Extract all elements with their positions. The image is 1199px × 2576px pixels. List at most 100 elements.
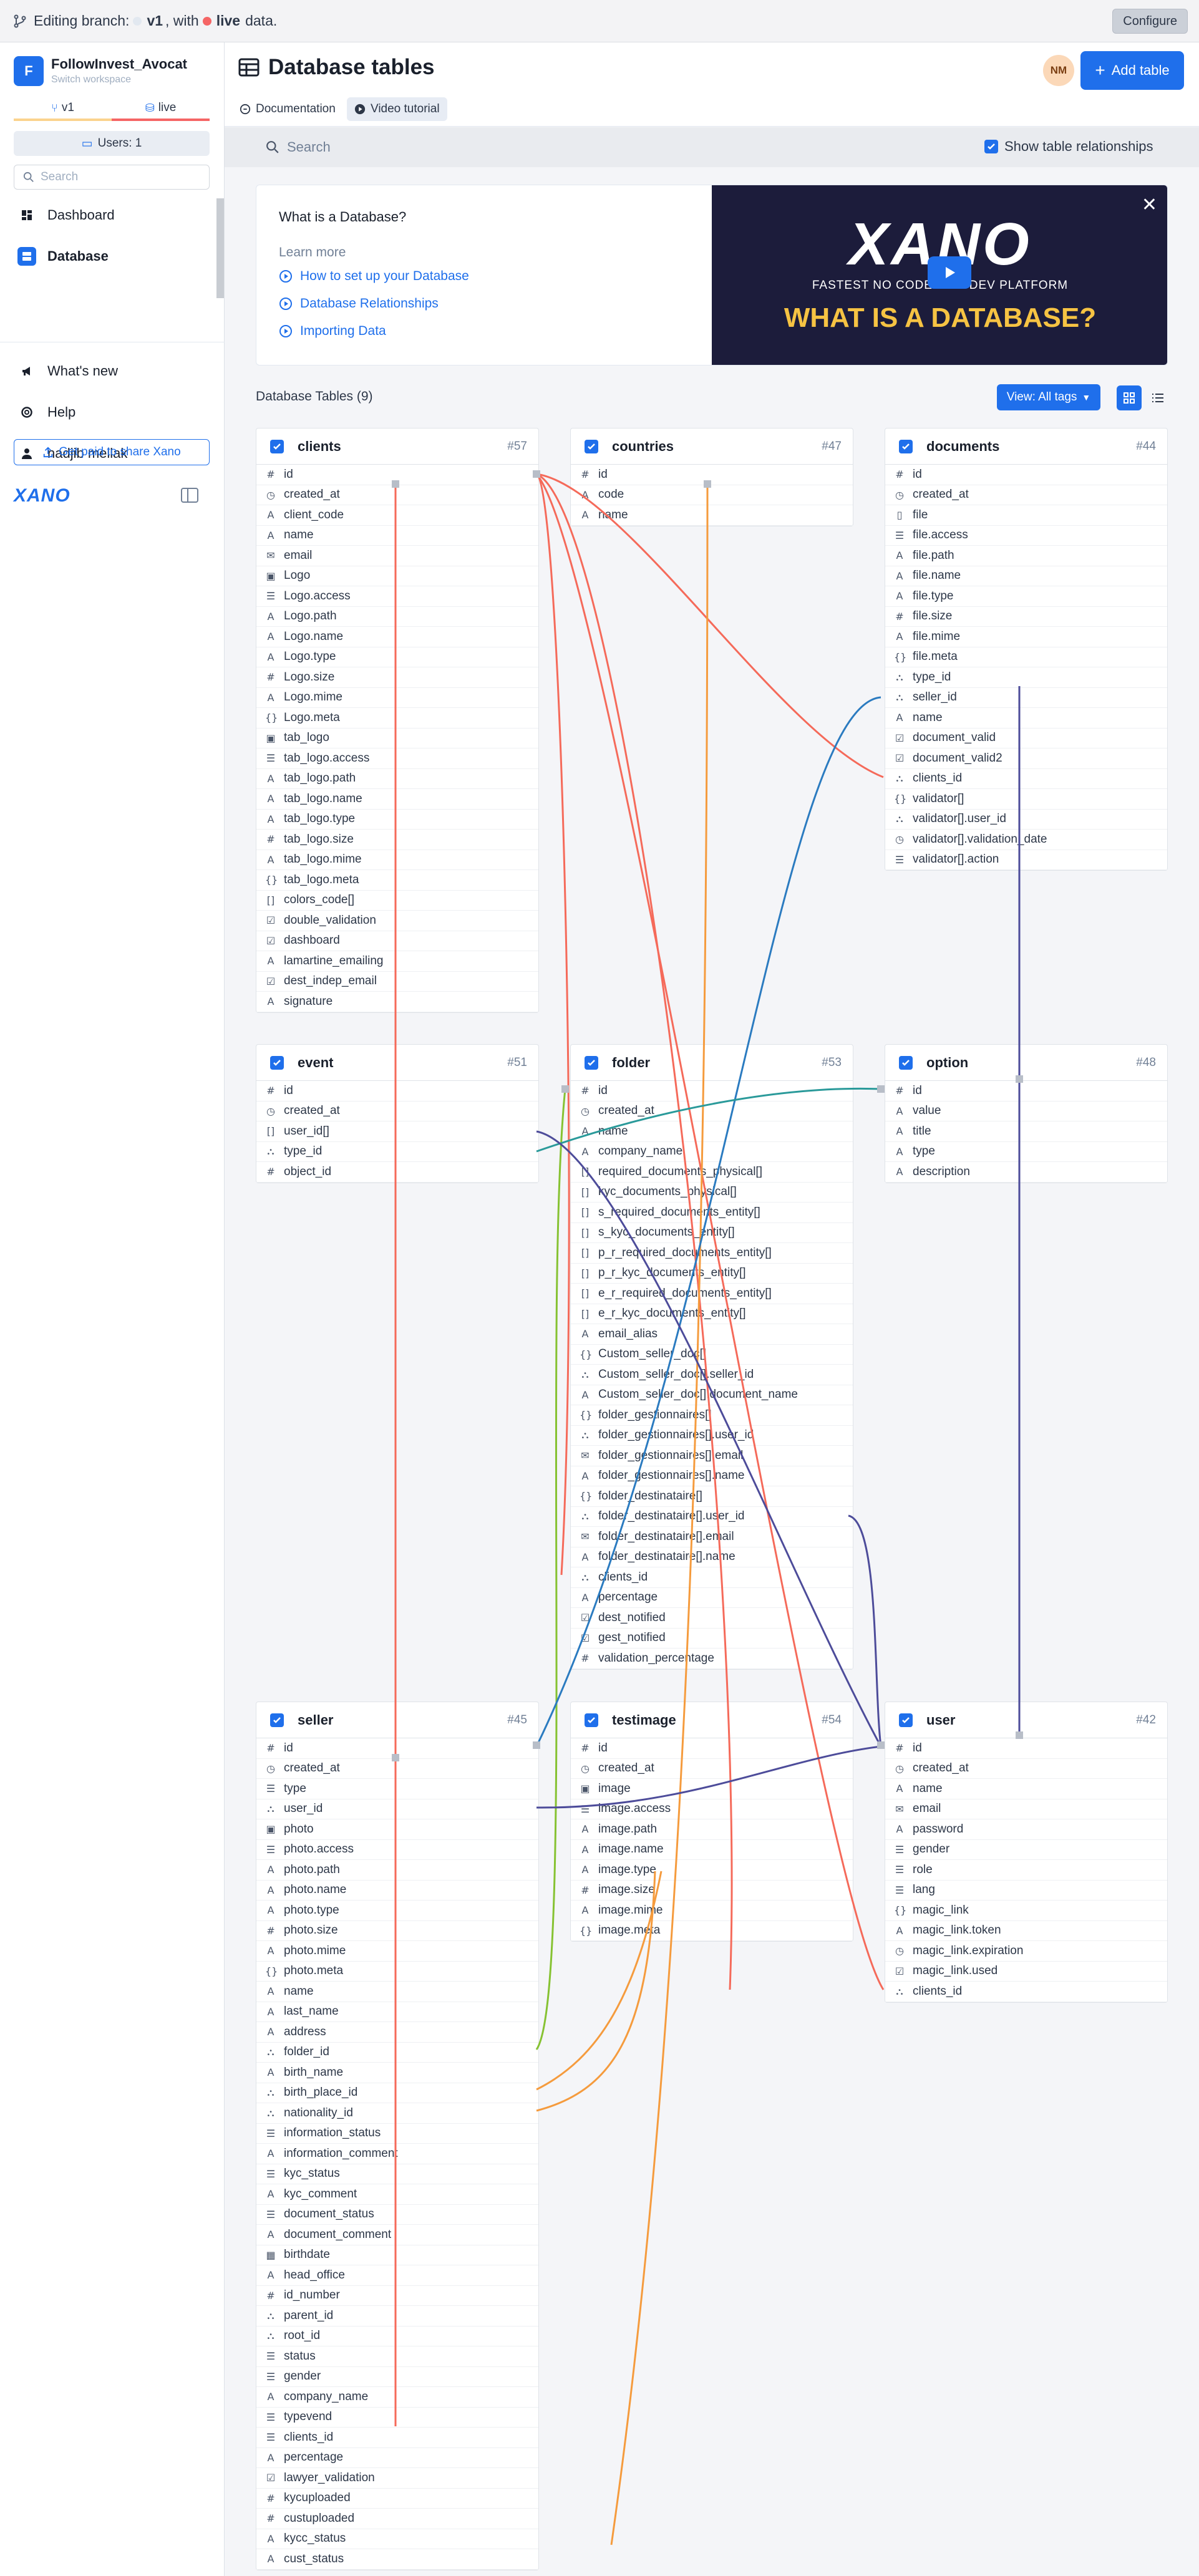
field-row[interactable]: # id_number bbox=[256, 2286, 538, 2306]
field-row[interactable]: ☑ dest_indep_email bbox=[256, 972, 538, 992]
field-row[interactable]: {} Logo.meta bbox=[256, 708, 538, 729]
field-row[interactable]: ▣ image bbox=[571, 1779, 853, 1799]
field-row[interactable]: A Logo.type bbox=[256, 647, 538, 667]
field-row[interactable]: A Custom_seller_doc[].document_name bbox=[571, 1385, 853, 1405]
field-row[interactable]: ☑ dashboard bbox=[256, 931, 538, 951]
field-row[interactable]: ✉ email bbox=[885, 1799, 1167, 1819]
field-row[interactable]: ☑ dest_notified bbox=[571, 1608, 853, 1629]
field-row[interactable]: [] p_r_required_documents_entity[] bbox=[571, 1243, 853, 1264]
field-row[interactable]: ☰ kyc_status bbox=[256, 2164, 538, 2184]
get-paid-button[interactable]: Get paid to share Xano bbox=[14, 439, 210, 465]
field-row[interactable]: # Logo.size bbox=[256, 667, 538, 688]
link-setup-database[interactable]: How to set up your Database bbox=[279, 269, 469, 284]
field-row[interactable]: ▣ Logo bbox=[256, 566, 538, 586]
list-view-button[interactable] bbox=[1145, 385, 1170, 410]
table-card-header[interactable]: seller #45 bbox=[256, 1702, 538, 1738]
field-row[interactable]: [] s_kyc_documents_entity[] bbox=[571, 1223, 853, 1243]
link-importing-data[interactable]: Importing Data bbox=[279, 324, 386, 339]
field-row[interactable]: # object_id bbox=[256, 1162, 538, 1183]
field-row[interactable]: # image.size bbox=[571, 1881, 853, 1901]
field-row[interactable]: ◷ created_at bbox=[256, 1759, 538, 1779]
sidebar-item-dashboard[interactable]: Dashboard bbox=[14, 200, 210, 231]
field-row[interactable]: {} Custom_seller_doc[] bbox=[571, 1345, 853, 1365]
field-row[interactable]: # id bbox=[571, 465, 853, 485]
sidebar-search-input[interactable]: Search bbox=[14, 165, 210, 190]
field-row[interactable]: ☰ gender bbox=[885, 1840, 1167, 1860]
field-row[interactable]: ⛬ clients_id bbox=[571, 1567, 853, 1588]
field-row[interactable]: ⛬ type_id bbox=[885, 667, 1167, 688]
field-row[interactable]: ✉ folder_gestionnaires[].email bbox=[571, 1446, 853, 1466]
field-row[interactable]: ☰ Logo.access bbox=[256, 586, 538, 607]
sidebar-item-whats-new[interactable]: What's new bbox=[14, 356, 210, 387]
field-row[interactable]: ⛬ Custom_seller_doc[].seller_id bbox=[571, 1365, 853, 1385]
field-row[interactable]: ▦ birthdate bbox=[256, 2245, 538, 2265]
table-name[interactable]: countries bbox=[612, 438, 674, 454]
close-icon[interactable]: ✕ bbox=[1141, 195, 1157, 215]
field-row[interactable]: ⛬ folder_destinataire[].user_id bbox=[571, 1507, 853, 1527]
table-name[interactable]: documents bbox=[926, 438, 1000, 454]
field-row[interactable]: [] e_r_kyc_documents_entity[] bbox=[571, 1304, 853, 1324]
table-name[interactable]: event bbox=[298, 1054, 334, 1070]
checkbox-checked-icon[interactable] bbox=[899, 1713, 913, 1727]
table-name[interactable]: user bbox=[926, 1712, 956, 1728]
table-card-event[interactable]: event #51 # id ◷ created_at [] user_id[] ⛬ type_i… bbox=[256, 1044, 539, 1183]
checkbox-checked-icon[interactable] bbox=[585, 1713, 598, 1727]
field-row[interactable]: [] required_documents_physical[] bbox=[571, 1162, 853, 1183]
xano-logo[interactable]: XANO bbox=[14, 485, 70, 506]
field-row[interactable]: ⛬ root_id bbox=[256, 2327, 538, 2346]
field-row[interactable]: # id bbox=[885, 1738, 1167, 1759]
avatar[interactable]: NM bbox=[1043, 55, 1074, 86]
field-row[interactable]: ☰ status bbox=[256, 2346, 538, 2367]
table-card-header[interactable]: event #51 bbox=[256, 1045, 538, 1081]
sidebar-item-account[interactable]: nadjib mellak bbox=[14, 438, 210, 469]
field-row[interactable]: ☰ photo.access bbox=[256, 1840, 538, 1860]
table-card-seller[interactable]: seller #45 # id ◷ created_at ☰ type ⛬ user_id ▣ pho… bbox=[256, 1702, 539, 2570]
table-card-header[interactable]: folder #53 bbox=[571, 1045, 853, 1081]
field-row[interactable]: ◷ validator[].validation_date bbox=[885, 830, 1167, 850]
field-row[interactable]: ◷ created_at bbox=[256, 1102, 538, 1121]
show-relationships-toggle[interactable]: Show table relationships bbox=[984, 138, 1153, 155]
link-database-relationships[interactable]: Database Relationships bbox=[279, 296, 439, 311]
field-row[interactable]: {} file.meta bbox=[885, 647, 1167, 667]
field-row[interactable]: ☰ document_status bbox=[256, 2205, 538, 2225]
users-online-button[interactable]: ▭ Users: 1 bbox=[14, 131, 210, 156]
video-thumbnail[interactable]: XANO FASTEST NO CODE LOW DEV PLATFORM WH… bbox=[712, 185, 1167, 365]
table-name[interactable]: testimage bbox=[612, 1712, 676, 1728]
field-row[interactable]: [] p_r_kyc_documents_entity[] bbox=[571, 1264, 853, 1284]
field-row[interactable]: [] kyc_documents_physical[] bbox=[571, 1183, 853, 1203]
sidebar-item-database[interactable]: Database bbox=[14, 241, 210, 272]
table-card-testimage[interactable]: testimage #54 # id ◷ created_at ▣ image ☰ image.a… bbox=[570, 1702, 853, 1942]
field-row[interactable]: ⛬ folder_gestionnaires[].user_id bbox=[571, 1426, 853, 1446]
field-row[interactable]: # photo.size bbox=[256, 1921, 538, 1941]
field-row[interactable]: # id bbox=[571, 1738, 853, 1759]
field-row[interactable]: ⛬ user_id bbox=[256, 1799, 538, 1819]
field-row[interactable]: # validation_percentage bbox=[571, 1649, 853, 1669]
